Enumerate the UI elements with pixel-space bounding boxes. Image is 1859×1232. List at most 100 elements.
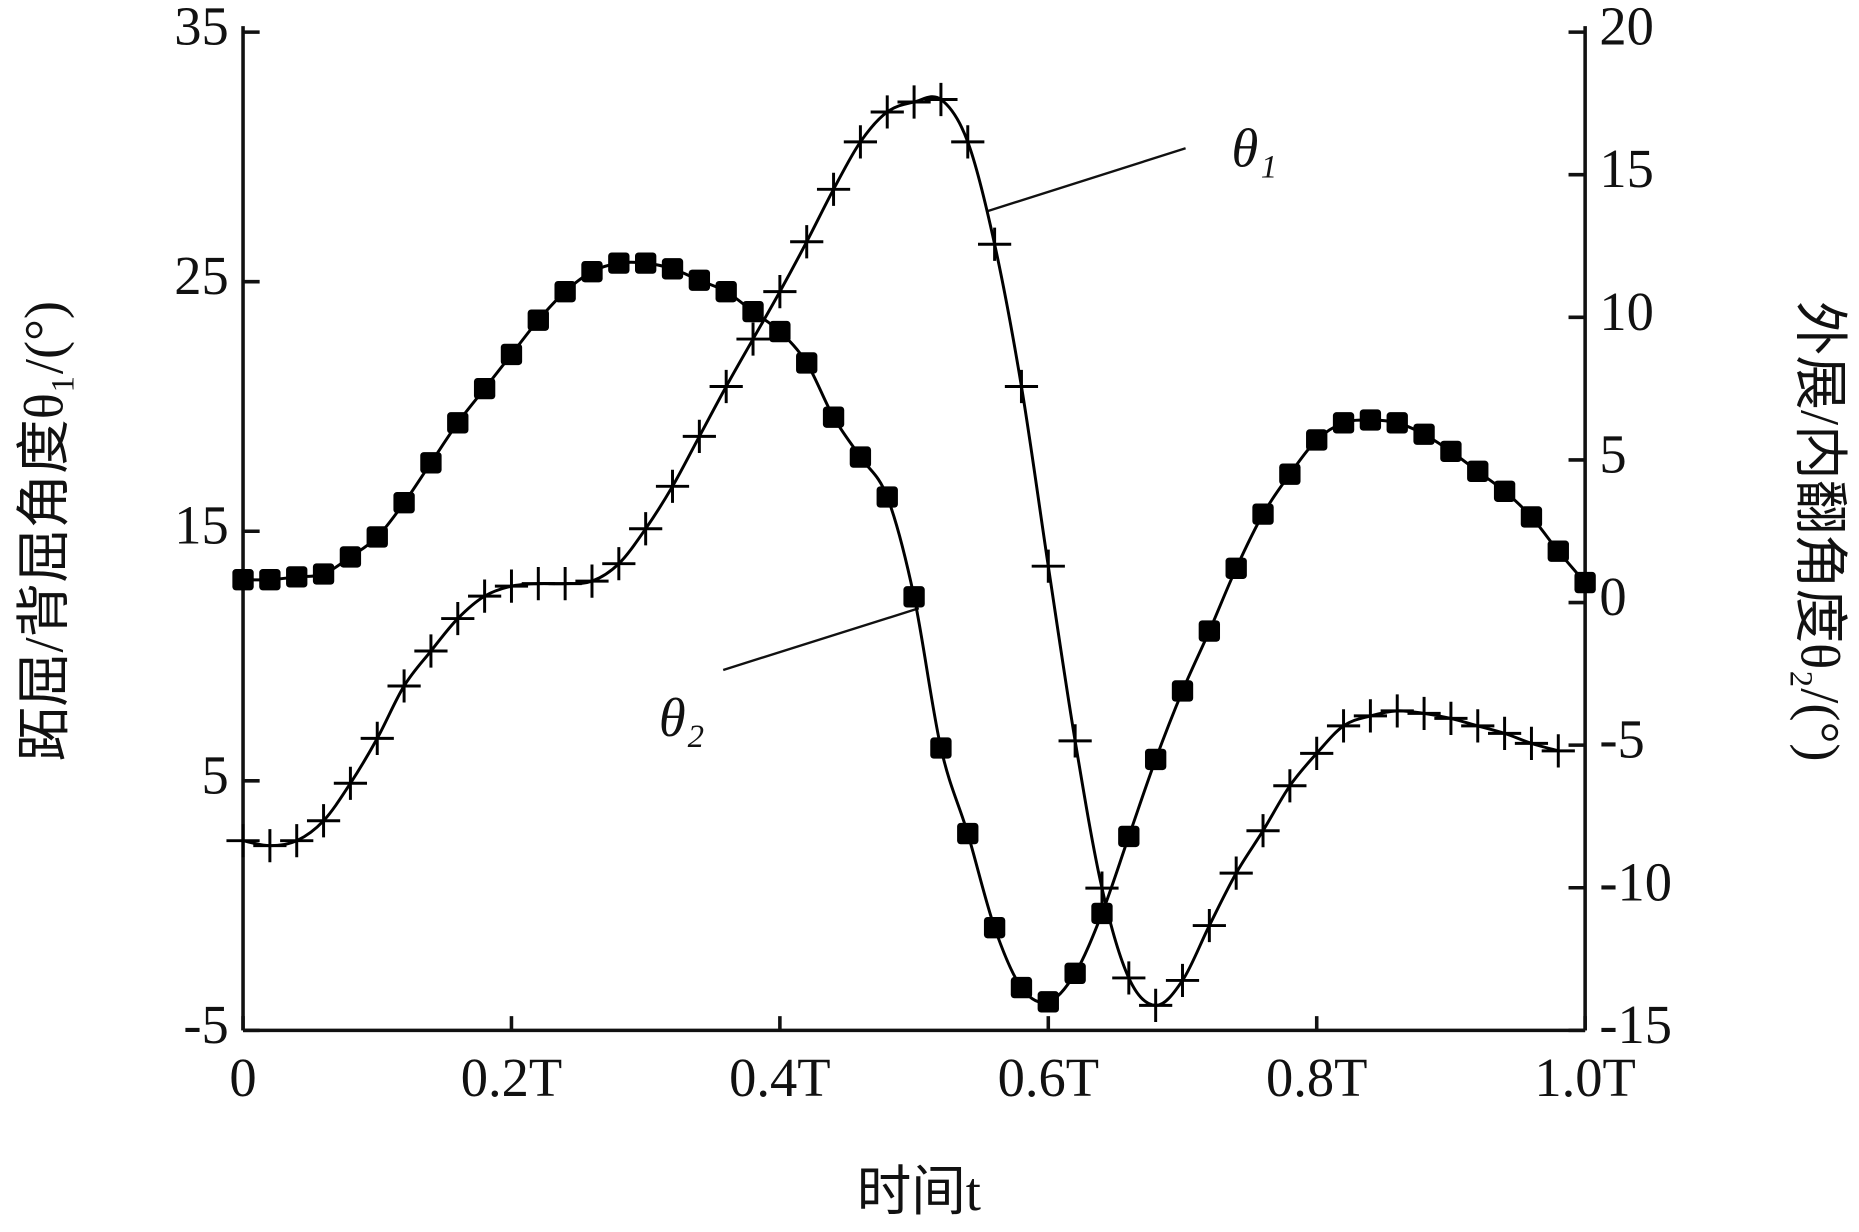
marker bbox=[1493, 480, 1516, 502]
marker bbox=[763, 275, 797, 309]
marker bbox=[1440, 440, 1462, 463]
marker bbox=[1031, 549, 1065, 583]
marker bbox=[688, 269, 711, 291]
marker bbox=[554, 280, 576, 303]
y-tick-label: -5 bbox=[183, 994, 228, 1055]
marker bbox=[790, 225, 824, 259]
y-tick-label: 15 bbox=[174, 495, 229, 556]
x-tick-label: 0.2T bbox=[461, 1047, 562, 1108]
marker bbox=[253, 829, 287, 863]
marker bbox=[473, 377, 496, 400]
x-tick-label: 0.4T bbox=[729, 1047, 830, 1108]
marker bbox=[1520, 506, 1543, 528]
marker bbox=[1058, 724, 1092, 758]
marker bbox=[1353, 699, 1387, 733]
marker bbox=[843, 125, 878, 159]
marker bbox=[1386, 412, 1408, 434]
marker bbox=[1064, 962, 1086, 984]
x-tick-label: 0.8T bbox=[1266, 1047, 1367, 1108]
marker bbox=[849, 446, 872, 468]
marker bbox=[924, 82, 958, 117]
marker bbox=[1413, 423, 1435, 445]
marker bbox=[414, 634, 448, 668]
marker bbox=[1574, 571, 1596, 594]
series-label: θ₂ bbox=[659, 687, 705, 748]
marker bbox=[280, 824, 314, 858]
marker bbox=[1139, 988, 1173, 1023]
y-tick-label: 25 bbox=[174, 245, 229, 306]
marker bbox=[608, 252, 630, 274]
marker bbox=[548, 567, 582, 601]
marker bbox=[1219, 856, 1253, 890]
marker bbox=[1306, 429, 1328, 451]
marker bbox=[306, 804, 341, 838]
marker bbox=[1514, 726, 1549, 760]
series-label: θ₁ bbox=[1231, 118, 1277, 179]
marker bbox=[500, 343, 523, 366]
marker bbox=[468, 579, 502, 613]
marker bbox=[387, 669, 421, 703]
marker bbox=[1541, 734, 1575, 768]
x-tick-label: 0 bbox=[229, 1047, 256, 1108]
marker bbox=[1434, 701, 1468, 736]
marker bbox=[581, 261, 603, 283]
y-tick-label: 5 bbox=[202, 744, 229, 805]
marker bbox=[366, 526, 388, 548]
y2-tick-label: -15 bbox=[1599, 994, 1672, 1055]
marker bbox=[822, 406, 845, 428]
marker bbox=[897, 85, 931, 119]
marker bbox=[339, 546, 362, 568]
y2-tick-label: 0 bbox=[1599, 566, 1626, 627]
marker bbox=[226, 824, 260, 858]
marker bbox=[393, 492, 415, 514]
marker bbox=[715, 280, 737, 303]
marker bbox=[1407, 696, 1441, 731]
marker bbox=[951, 125, 985, 159]
marker bbox=[1300, 736, 1334, 770]
marker bbox=[1165, 963, 1200, 998]
marker bbox=[259, 569, 281, 591]
marker bbox=[1332, 412, 1355, 434]
marker bbox=[1037, 991, 1059, 1013]
marker bbox=[635, 252, 657, 274]
x-tick-label: 1.0T bbox=[1534, 1047, 1635, 1108]
marker bbox=[1171, 680, 1194, 702]
leader-line bbox=[987, 147, 1186, 213]
marker bbox=[447, 412, 469, 434]
marker bbox=[1004, 369, 1039, 404]
y2-tick-label: -10 bbox=[1599, 851, 1672, 912]
y2-tick-label: -5 bbox=[1599, 709, 1644, 770]
marker bbox=[360, 721, 394, 755]
marker bbox=[494, 569, 529, 603]
marker bbox=[420, 452, 442, 474]
marker bbox=[796, 352, 818, 374]
marker bbox=[930, 737, 952, 759]
y2-tick-label: 20 bbox=[1599, 0, 1654, 57]
y2-tick-label: 15 bbox=[1599, 138, 1654, 199]
marker bbox=[742, 300, 764, 323]
marker bbox=[1091, 902, 1113, 925]
leader-line bbox=[722, 607, 920, 672]
y2-tick-label: 5 bbox=[1599, 423, 1626, 484]
marker bbox=[1467, 460, 1489, 483]
marker bbox=[1547, 540, 1569, 562]
marker bbox=[1488, 716, 1522, 750]
marker bbox=[602, 547, 636, 581]
marker bbox=[286, 566, 308, 588]
marker bbox=[441, 601, 475, 636]
marker bbox=[709, 369, 743, 404]
marker bbox=[333, 766, 368, 800]
y-axis-label: 跖屈/背屈角度θ₁/(°) bbox=[13, 301, 74, 762]
marker bbox=[1359, 409, 1382, 431]
marker bbox=[1144, 748, 1167, 771]
marker bbox=[983, 917, 1006, 939]
series-line bbox=[242, 95, 1559, 1007]
marker bbox=[957, 822, 979, 845]
marker bbox=[1380, 694, 1414, 728]
marker bbox=[1225, 557, 1247, 579]
marker bbox=[1112, 961, 1146, 995]
marker bbox=[1118, 825, 1140, 848]
marker bbox=[661, 258, 684, 280]
